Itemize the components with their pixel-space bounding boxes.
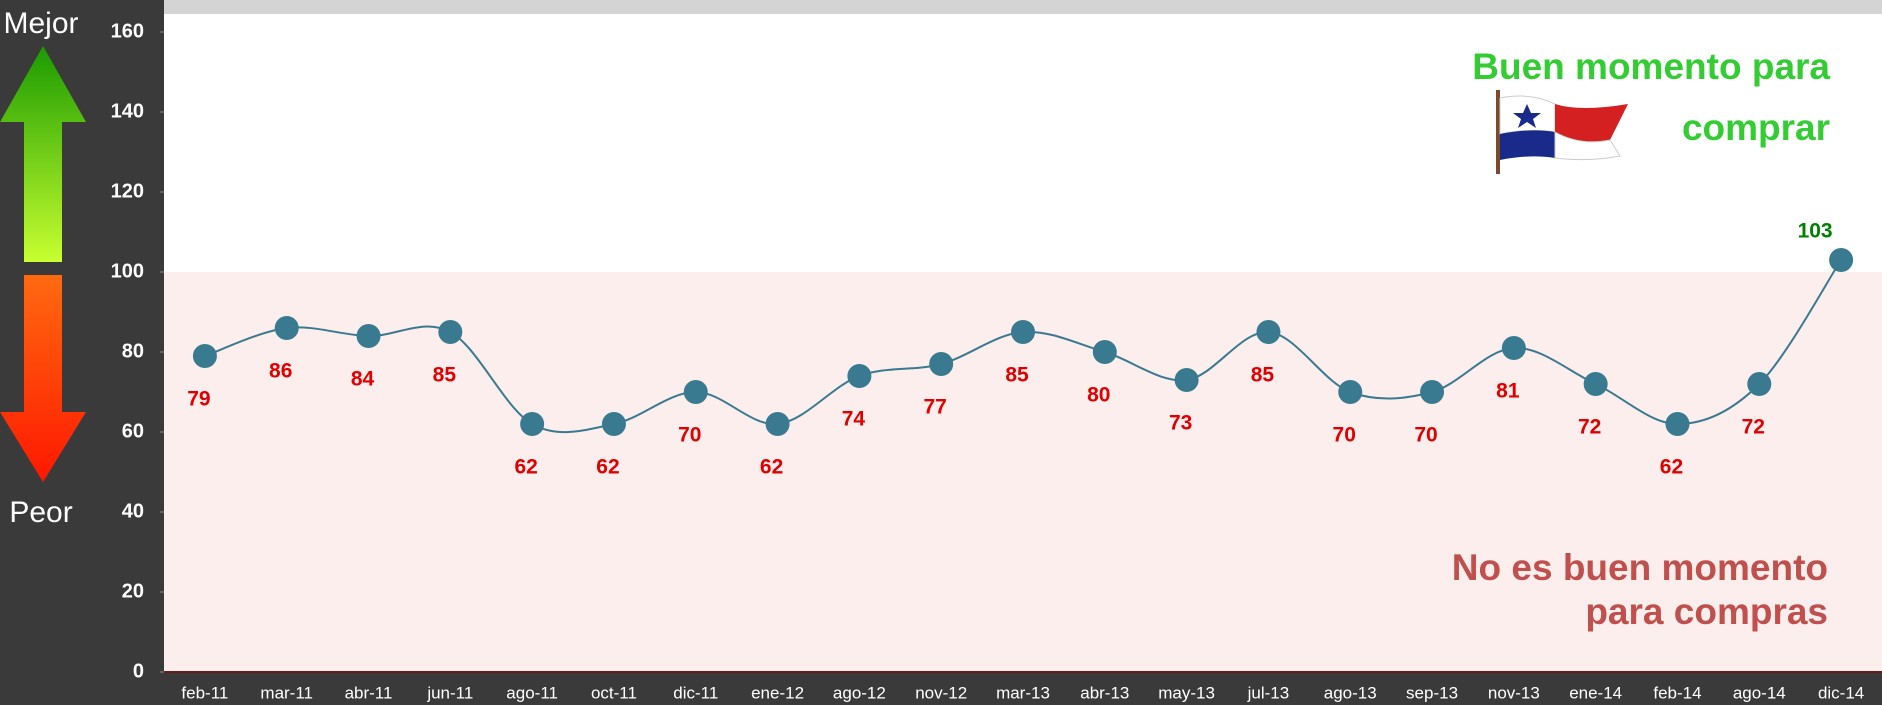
- x-tick-label: feb-11: [181, 683, 228, 702]
- x-tick-label: ago-13: [1324, 683, 1377, 702]
- data-label: 62: [514, 456, 537, 479]
- x-tick-label: abr-11: [345, 683, 393, 702]
- x-tick-label: abr-13: [1080, 683, 1129, 702]
- data-label: 85: [1251, 364, 1275, 387]
- x-tick-label: ago-14: [1733, 683, 1786, 702]
- flag: [1496, 90, 1628, 174]
- data-label: 85: [1005, 364, 1029, 387]
- x-tick-label: jun-11: [426, 683, 473, 702]
- x-tick-label: oct-11: [591, 683, 637, 702]
- y-tick-label: 80: [122, 340, 144, 362]
- point: [1501, 336, 1526, 360]
- point: [356, 324, 381, 348]
- x-tick-label: nov-13: [1488, 683, 1540, 702]
- data-label: 72: [1742, 416, 1765, 439]
- point: [438, 320, 463, 344]
- x-tick-label: ene-12: [751, 683, 804, 702]
- point: [601, 412, 626, 436]
- annotation: Buen momento para: [1472, 46, 1830, 87]
- x-tick-label: nov-12: [915, 683, 967, 702]
- point: [1338, 380, 1363, 404]
- data-label: 70: [1414, 424, 1437, 447]
- x-tick-label: mar-13: [996, 683, 1050, 702]
- point: [929, 352, 954, 376]
- x-tick-label: mar-11: [260, 683, 313, 702]
- point: [1256, 320, 1281, 344]
- data-label: 62: [596, 456, 619, 479]
- point: [1583, 372, 1608, 396]
- annotation: comprar: [1682, 107, 1830, 148]
- x-tick-label: may-13: [1158, 683, 1215, 702]
- x-tick-label: ago-12: [833, 683, 886, 702]
- x-tick-label: dic-11: [673, 683, 718, 702]
- point: [1092, 340, 1117, 364]
- point: [683, 380, 708, 404]
- annotation: No es buen momento: [1452, 547, 1828, 588]
- y-tick-label: 120: [111, 180, 144, 202]
- point: [1665, 412, 1690, 436]
- point: [1420, 380, 1445, 404]
- up-arrow: [0, 46, 86, 262]
- x-tick-label: jul-13: [1247, 683, 1290, 702]
- annotation: para compras: [1585, 591, 1828, 632]
- data-label: 80: [1087, 384, 1110, 407]
- x-tick-label: dic-14: [1818, 683, 1864, 702]
- x-tick-label: ago-11: [506, 683, 558, 702]
- point: [1747, 372, 1772, 396]
- top-bar: [164, 0, 1882, 14]
- data-label: 70: [1333, 424, 1356, 447]
- y-tick-label: 0: [133, 660, 144, 682]
- data-label: 62: [1660, 456, 1683, 479]
- y-tick-label: 160: [111, 20, 144, 42]
- data-label: 85: [433, 364, 457, 387]
- down-arrow: [0, 275, 86, 482]
- y-tick-label: 40: [122, 500, 144, 522]
- data-label: 79: [187, 388, 210, 411]
- point: [1829, 248, 1854, 272]
- data-label: 84: [351, 368, 375, 391]
- point: [1174, 368, 1199, 392]
- data-label: 73: [1169, 412, 1192, 435]
- data-label: 72: [1578, 416, 1601, 439]
- point: [274, 316, 299, 340]
- data-label: 103: [1798, 220, 1833, 243]
- data-label: 77: [924, 396, 947, 419]
- data-label: 74: [842, 408, 866, 431]
- y-tick-label: 20: [122, 580, 144, 602]
- point: [847, 364, 872, 388]
- scale-top: Mejor: [3, 7, 78, 40]
- y-tick-label: 140: [111, 100, 144, 122]
- data-label: 70: [678, 424, 701, 447]
- x-tick-label: feb-14: [1653, 683, 1701, 702]
- point: [765, 412, 790, 436]
- x-tick-label: sep-13: [1406, 683, 1458, 702]
- scale-bottom: Peor: [9, 496, 72, 529]
- data-label: 86: [269, 360, 292, 383]
- x-tick-label: ene-14: [1569, 683, 1622, 702]
- point: [1011, 320, 1035, 344]
- y-tick-label: 60: [122, 420, 144, 442]
- point: [520, 412, 545, 436]
- y-tick-label: 100: [111, 260, 144, 282]
- point: [192, 344, 217, 368]
- data-label: 62: [760, 456, 783, 479]
- data-label: 81: [1496, 380, 1520, 403]
